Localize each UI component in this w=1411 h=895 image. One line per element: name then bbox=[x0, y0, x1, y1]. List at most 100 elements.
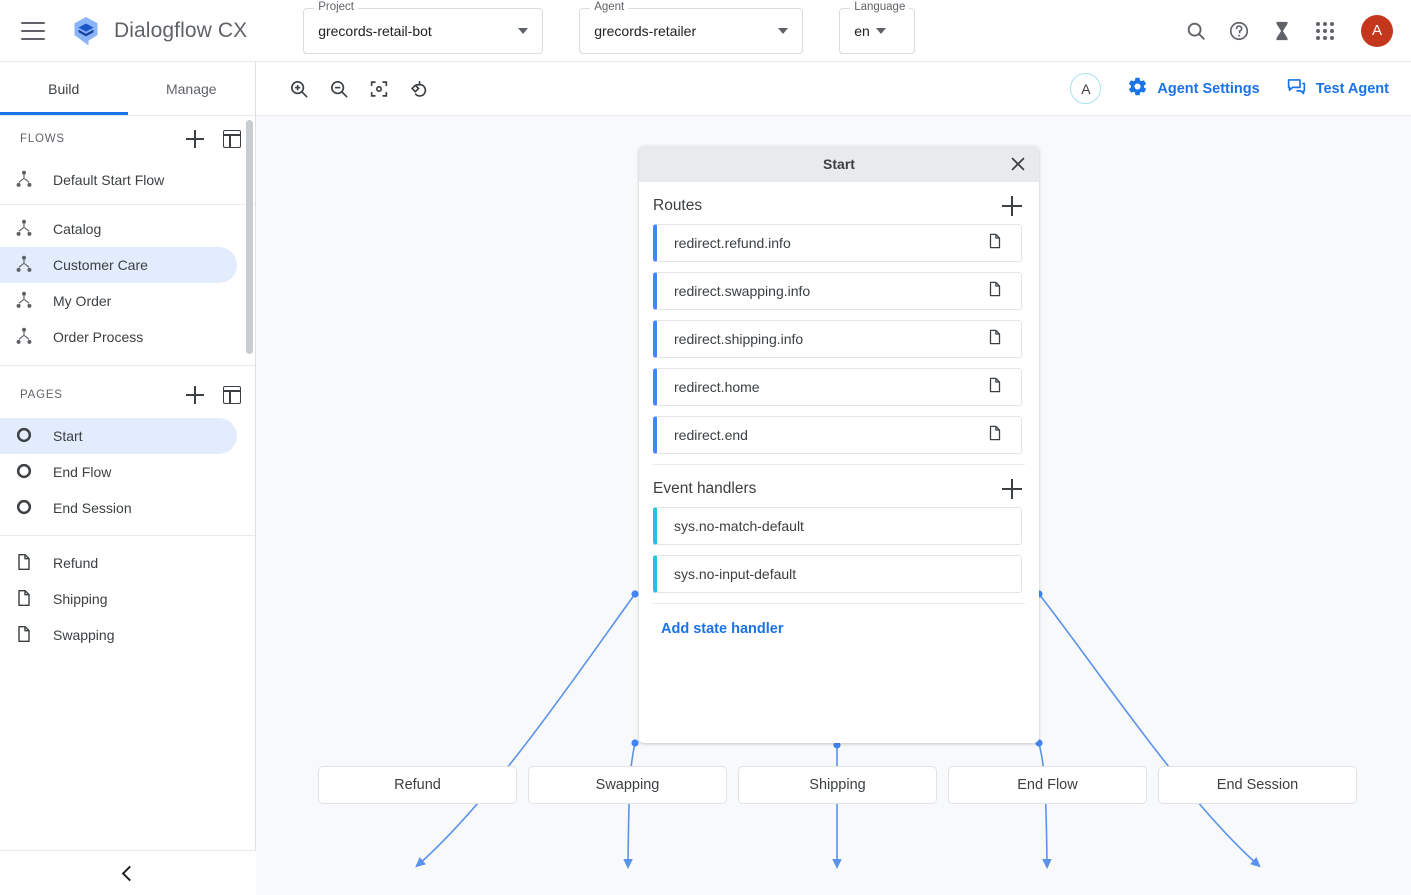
flow-list-panel-icon[interactable] bbox=[223, 130, 241, 148]
node-label: Swapping bbox=[595, 777, 660, 793]
node-label: Refund bbox=[394, 777, 441, 793]
test-agent-button[interactable]: Test Agent bbox=[1286, 76, 1389, 101]
sidebar-item-label: Start bbox=[53, 428, 83, 444]
tab-manage[interactable]: Manage bbox=[165, 80, 217, 97]
graph-node-shipping[interactable]: Shipping bbox=[738, 766, 937, 804]
page-list-panel-icon[interactable] bbox=[223, 386, 241, 404]
nav-divider bbox=[0, 204, 255, 205]
graph-node-refund[interactable]: Refund bbox=[318, 766, 517, 804]
event-handlers-section-header: Event handlers bbox=[639, 465, 1039, 507]
sidebar-item-default-start-flow[interactable]: Default Start Flow bbox=[0, 162, 237, 198]
reset-rotation-icon[interactable] bbox=[404, 74, 434, 104]
project-selector[interactable]: Project grecords-retail-bot bbox=[303, 0, 544, 54]
zoom-in-icon[interactable] bbox=[284, 74, 314, 104]
sidebar-item-my-order[interactable]: My Order bbox=[0, 283, 237, 319]
event-handler-row[interactable]: sys.no-input-default bbox=[653, 555, 1022, 593]
dialogflow-logo-icon bbox=[69, 14, 103, 48]
circle-page-icon bbox=[14, 461, 34, 484]
route-row[interactable]: redirect.end bbox=[653, 416, 1022, 454]
gear-icon bbox=[1127, 76, 1148, 101]
sidebar-scrollbar[interactable] bbox=[246, 120, 253, 354]
chevron-left-icon[interactable] bbox=[121, 865, 138, 881]
start-page-panel: Start Routes redirect.refund.info bbox=[639, 146, 1039, 743]
page-icon bbox=[986, 280, 1004, 303]
page-icon bbox=[14, 624, 34, 647]
graph-node-swapping[interactable]: Swapping bbox=[528, 766, 727, 804]
sidebar-item-label: My Order bbox=[53, 293, 112, 309]
agent-avatar-chip[interactable]: A bbox=[1070, 73, 1102, 104]
sidebar-item-label: Shipping bbox=[53, 591, 108, 607]
test-agent-label: Test Agent bbox=[1315, 80, 1389, 97]
language-selector[interactable]: Language en bbox=[839, 0, 916, 54]
sidebar-item-refund[interactable]: Refund bbox=[0, 545, 237, 581]
hamburger-icon[interactable] bbox=[21, 21, 45, 40]
route-row[interactable]: redirect.swapping.info bbox=[653, 272, 1022, 310]
close-icon[interactable] bbox=[1008, 154, 1028, 174]
avatar[interactable]: A bbox=[1361, 14, 1393, 47]
hourglass-icon[interactable] bbox=[1269, 18, 1295, 44]
app-title: Dialogflow CX bbox=[114, 18, 248, 42]
sidebar-item-label: End Flow bbox=[53, 464, 112, 480]
collapse-panel-bar[interactable] bbox=[0, 850, 256, 895]
start-panel-title: Start bbox=[823, 156, 855, 172]
add-route-icon[interactable] bbox=[1002, 196, 1022, 216]
add-state-handler-link[interactable]: Add state handler bbox=[661, 621, 784, 637]
tab-build[interactable]: Build bbox=[0, 62, 128, 115]
agent-value: grecords-retailer bbox=[594, 22, 697, 39]
zoom-out-icon[interactable] bbox=[324, 74, 354, 104]
event-handler-row[interactable]: sys.no-match-default bbox=[653, 507, 1022, 545]
agent-settings-button[interactable]: Agent Settings bbox=[1127, 76, 1260, 101]
graph-edges bbox=[415, 590, 1261, 870]
nav-scroll-area: FLOWS Default Start Flow bbox=[0, 116, 255, 840]
sidebar-item-end-session[interactable]: End Session bbox=[0, 490, 237, 526]
build-manage-tabs: Build Manage bbox=[0, 62, 255, 116]
pages-section-title: PAGES bbox=[20, 389, 63, 401]
sidebar-item-end-flow[interactable]: End Flow bbox=[0, 454, 237, 490]
route-label: redirect.refund.info bbox=[674, 235, 791, 251]
chevron-down-icon bbox=[875, 27, 886, 34]
graph-node-end-session[interactable]: End Session bbox=[1158, 766, 1357, 804]
agent-settings-label: Agent Settings bbox=[1157, 80, 1260, 97]
sidebar-item-label: Refund bbox=[53, 555, 99, 571]
add-event-handler-icon[interactable] bbox=[1002, 479, 1022, 499]
sidebar-item-label: Catalog bbox=[53, 221, 102, 237]
apps-grid-icon[interactable] bbox=[1312, 18, 1338, 44]
left-nav-panel: Build Manage FLOWS Default Star bbox=[0, 62, 256, 895]
route-label: redirect.end bbox=[674, 427, 748, 443]
route-row[interactable]: redirect.shipping.info bbox=[653, 320, 1022, 358]
sidebar-item-catalog[interactable]: Catalog bbox=[0, 211, 237, 247]
add-page-icon[interactable] bbox=[185, 385, 205, 405]
route-row[interactable]: redirect.home bbox=[653, 368, 1022, 406]
add-flow-icon[interactable] bbox=[185, 129, 205, 149]
sidebar-item-label: Customer Care bbox=[53, 257, 148, 273]
route-label: redirect.swapping.info bbox=[674, 283, 811, 299]
chevron-down-icon bbox=[778, 27, 789, 34]
flow-icon bbox=[14, 290, 34, 313]
search-icon[interactable] bbox=[1183, 18, 1209, 44]
help-icon[interactable] bbox=[1226, 18, 1252, 44]
flow-icon bbox=[14, 326, 34, 349]
sidebar-item-shipping[interactable]: Shipping bbox=[0, 581, 237, 617]
sidebar-item-label: Default Start Flow bbox=[53, 172, 165, 188]
sidebar-item-order-process[interactable]: Order Process bbox=[0, 319, 237, 355]
top-bar-actions: A bbox=[1183, 14, 1411, 47]
chevron-down-icon bbox=[518, 27, 529, 34]
flow-icon bbox=[14, 254, 34, 277]
flows-section-title: FLOWS bbox=[20, 133, 65, 145]
page-icon bbox=[14, 588, 34, 611]
fit-to-screen-icon[interactable] bbox=[364, 74, 394, 104]
event-handler-label: sys.no-input-default bbox=[674, 566, 797, 582]
sidebar-item-customer-care[interactable]: Customer Care bbox=[0, 247, 237, 283]
sidebar-item-swapping[interactable]: Swapping bbox=[0, 617, 237, 653]
language-value: en bbox=[854, 22, 870, 39]
circle-page-icon bbox=[14, 425, 34, 448]
sidebar-item-start[interactable]: Start bbox=[0, 418, 237, 454]
flow-canvas[interactable]: Start Routes redirect.refund.info bbox=[256, 116, 1411, 895]
node-label: End Flow bbox=[1017, 777, 1078, 793]
project-label: Project bbox=[314, 0, 358, 13]
flow-icon bbox=[14, 218, 34, 241]
graph-node-end-flow[interactable]: End Flow bbox=[948, 766, 1147, 804]
page-icon bbox=[986, 376, 1004, 399]
agent-selector[interactable]: Agent grecords-retailer bbox=[579, 0, 804, 54]
route-row[interactable]: redirect.refund.info bbox=[653, 224, 1022, 262]
